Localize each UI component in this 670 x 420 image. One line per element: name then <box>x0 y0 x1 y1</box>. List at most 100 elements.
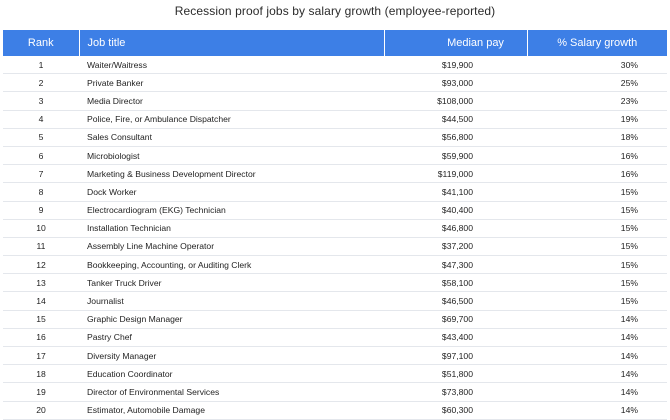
median-pay-cell: $56,800 <box>384 128 527 147</box>
table-row: 9 Electrocardiogram (EKG) Technician $40,4… <box>3 201 667 220</box>
median-pay-cell: $73,800 <box>384 382 527 402</box>
table-row: 20 Estimator, Automobile Damage $60,300 14% <box>3 401 667 420</box>
table-row: 12 Bookkeeping, Accounting, or Auditing C… <box>3 255 667 275</box>
job-title-cell: Electrocardiogram (EKG) Technician <box>79 201 384 220</box>
salary-growth-cell: 15% <box>527 201 667 220</box>
salary-growth-cell: 14% <box>527 382 667 402</box>
salary-growth-cell: 14% <box>527 310 667 329</box>
median-pay-cell: $108,000 <box>384 91 527 111</box>
salary-growth-cell: 15% <box>527 182 667 202</box>
table-title: Recession proof jobs by salary growth (e… <box>174 4 496 18</box>
table-row: 14 Journalist $46,500 15% <box>3 291 667 311</box>
rank-cell: 8 <box>3 182 79 202</box>
salary-table: Rank Job title Median pay % Salary growt… <box>3 30 667 420</box>
job-title-cell: Bookkeeping, Accounting, or Auditing Cle… <box>79 255 384 275</box>
median-pay-cell: $93,000 <box>384 73 527 93</box>
table-row: 8 Dock Worker $41,100 15% <box>3 182 667 202</box>
table-header: Rank Job title Median pay % Salary growt… <box>3 30 667 56</box>
median-pay-cell: $40,400 <box>384 201 527 220</box>
table-row: 7 Marketing & Business Development Direct… <box>3 164 667 184</box>
job-title-cell: Pastry Chef <box>79 328 384 348</box>
job-title-cell: Microbiologist <box>79 146 384 166</box>
job-title-cell: Marketing & Business Development Directo… <box>79 164 384 184</box>
median-pay-cell: $46,800 <box>384 219 527 238</box>
rank-cell: 20 <box>3 401 79 420</box>
rank-cell: 16 <box>3 328 79 348</box>
table-row: 1 Waiter/Waitress $19,900 30% <box>3 56 667 75</box>
rank-cell: 5 <box>3 128 79 147</box>
job-title-cell: Waiter/Waitress <box>79 56 384 75</box>
job-title-cell: Police, Fire, or Ambulance Dispatcher <box>79 110 384 129</box>
rank-cell: 3 <box>3 91 79 111</box>
header-job-title: Job title <box>79 30 385 56</box>
median-pay-cell: $44,500 <box>384 110 527 129</box>
median-pay-cell: $46,500 <box>384 291 527 311</box>
table-row: 2 Private Banker $93,000 25% <box>3 73 667 93</box>
table-row: 5 Sales Consultant $56,800 18% <box>3 128 667 147</box>
job-title-cell: Journalist <box>79 291 384 311</box>
median-pay-cell: $37,200 <box>384 237 527 257</box>
median-pay-cell: $51,800 <box>384 364 527 384</box>
job-title-cell: Media Director <box>79 91 384 111</box>
table-row: 10 Installation Technician $46,800 15% <box>3 219 667 238</box>
table-row: 19 Director of Environmental Services $73,… <box>3 382 667 402</box>
salary-growth-cell: 25% <box>527 73 667 93</box>
table-row: 18 Education Coordinator $51,800 14% <box>3 364 667 384</box>
salary-growth-cell: 19% <box>527 110 667 129</box>
job-title-cell: Estimator, Automobile Damage <box>79 401 384 420</box>
job-title-cell: Sales Consultant <box>79 128 384 147</box>
median-pay-cell: $19,900 <box>384 56 527 75</box>
table-row: 16 Pastry Chef $43,400 14% <box>3 328 667 348</box>
salary-growth-cell: 14% <box>527 328 667 348</box>
median-pay-cell: $60,300 <box>384 401 527 420</box>
table-row: 11 Assembly Line Machine Operator $37,200 1… <box>3 237 667 257</box>
job-title-cell: Tanker Truck Driver <box>79 273 384 293</box>
median-pay-cell: $119,000 <box>384 164 527 184</box>
salary-growth-cell: 15% <box>527 219 667 238</box>
header-median-pay: Median pay <box>384 30 528 56</box>
median-pay-cell: $59,900 <box>384 146 527 166</box>
rank-cell: 18 <box>3 364 79 384</box>
rank-cell: 6 <box>3 146 79 166</box>
table-row: 4 Police, Fire, or Ambulance Dispatcher $4… <box>3 110 667 129</box>
table-row: 15 Graphic Design Manager $69,700 14% <box>3 310 667 329</box>
salary-growth-cell: 14% <box>527 346 667 366</box>
salary-growth-cell: 16% <box>527 146 667 166</box>
table-body: 1 Waiter/Waitress $19,900 30% 2 Private Banke… <box>3 56 667 420</box>
salary-growth-cell: 15% <box>527 255 667 275</box>
job-title-cell: Assembly Line Machine Operator <box>79 237 384 257</box>
rank-cell: 10 <box>3 219 79 238</box>
rank-cell: 13 <box>3 273 79 293</box>
salary-growth-cell: 16% <box>527 164 667 184</box>
median-pay-cell: $97,100 <box>384 346 527 366</box>
rank-cell: 15 <box>3 310 79 329</box>
job-title-cell: Education Coordinator <box>79 364 384 384</box>
rank-cell: 7 <box>3 164 79 184</box>
table-row: 17 Diversity Manager $97,100 14% <box>3 346 667 366</box>
median-pay-cell: $47,300 <box>384 255 527 275</box>
table-row: 13 Tanker Truck Driver $58,100 15% <box>3 273 667 293</box>
rank-cell: 19 <box>3 382 79 402</box>
rank-cell: 9 <box>3 201 79 220</box>
table-row: 6 Microbiologist $59,900 16% <box>3 146 667 166</box>
salary-growth-cell: 23% <box>527 91 667 111</box>
salary-table-container: Rank Job title Median pay % Salary growt… <box>3 30 667 420</box>
job-title-cell: Dock Worker <box>79 182 384 202</box>
table-row: 3 Media Director $108,000 23% <box>3 91 667 111</box>
median-pay-cell: $41,100 <box>384 182 527 202</box>
rank-cell: 4 <box>3 110 79 129</box>
job-title-cell: Diversity Manager <box>79 346 384 366</box>
salary-growth-cell: 15% <box>527 237 667 257</box>
salary-growth-cell: 14% <box>527 401 667 420</box>
rank-cell: 12 <box>3 255 79 275</box>
header-row: Rank Job title Median pay % Salary growt… <box>3 30 667 56</box>
median-pay-cell: $43,400 <box>384 328 527 348</box>
job-title-cell: Installation Technician <box>79 219 384 238</box>
median-pay-cell: $69,700 <box>384 310 527 329</box>
job-title-cell: Director of Environmental Services <box>79 382 384 402</box>
salary-growth-cell: 30% <box>527 56 667 75</box>
header-rank: Rank <box>3 30 80 56</box>
job-title-cell: Private Banker <box>79 73 384 93</box>
rank-cell: 1 <box>3 56 79 75</box>
rank-cell: 11 <box>3 237 79 257</box>
